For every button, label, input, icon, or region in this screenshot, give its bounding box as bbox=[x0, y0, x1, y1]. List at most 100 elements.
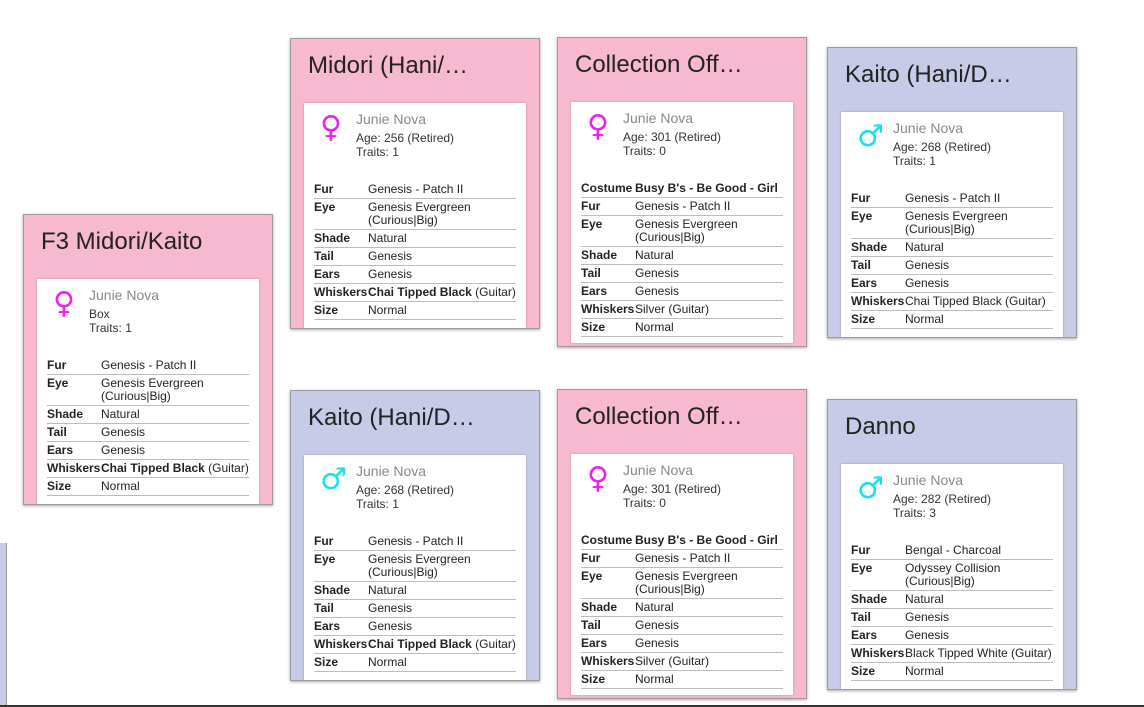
attribute-row: Ears Genesis bbox=[314, 265, 516, 284]
attribute-row: Costume Busy B's - Be Good - Girl bbox=[581, 532, 783, 550]
cat-card[interactable]: Kaito (Hani/D… ♂ Junie Nova Age: 268 (Retir… bbox=[827, 47, 1077, 338]
attribute-row: Eye Genesis Evergreen (Curious|Big) bbox=[314, 550, 516, 582]
card-title[interactable]: Collection Off… bbox=[575, 51, 743, 78]
cat-details-panel: ♂ Junie Nova Age: 282 (Retired) Traits: 3 Fu… bbox=[841, 464, 1063, 689]
attribute-key: Shade bbox=[581, 598, 635, 617]
female-icon: ♀ bbox=[320, 110, 342, 145]
owner-name[interactable]: Junie Nova bbox=[893, 472, 964, 488]
attribute-value: Genesis bbox=[905, 626, 1053, 645]
attribute-key: Costume bbox=[581, 180, 635, 198]
cat-card[interactable]: Midori (Hani/… ♀ Junie Nova Age: 256 (Retir… bbox=[290, 38, 540, 329]
female-icon: ♀ bbox=[587, 109, 609, 144]
attribute-row: Whiskers Chai Tipped Black (Guitar) bbox=[314, 283, 516, 302]
owner-name[interactable]: Junie Nova bbox=[356, 111, 427, 127]
cat-card[interactable]: Collection Off… ♀ Junie Nova Age: 301 (Reti… bbox=[557, 389, 807, 699]
attribute-key: Fur bbox=[314, 533, 368, 551]
attribute-value: Genesis bbox=[635, 616, 783, 635]
attribute-value: Genesis bbox=[101, 423, 249, 442]
cat-card[interactable]: Collection Off… ♀ Junie Nova Age: 301 (Reti… bbox=[557, 37, 807, 347]
attribute-row: Tail Genesis bbox=[47, 423, 249, 442]
traits-count: Traits: 1 bbox=[356, 145, 399, 159]
cat-details-panel: ♀ Junie Nova Box Traits: 1 Fur Genesis - Patc… bbox=[37, 279, 259, 504]
traits-count: Traits: 1 bbox=[89, 321, 132, 335]
attribute-key: Eye bbox=[581, 567, 635, 599]
attribute-key: Fur bbox=[581, 549, 635, 568]
attribute-key: Ears bbox=[851, 626, 905, 645]
attribute-key: Eye bbox=[851, 207, 905, 239]
attribute-key: Ears bbox=[581, 634, 635, 653]
attribute-key: Whiskers bbox=[47, 459, 101, 478]
attribute-value: Chai Tipped Black (Guitar) bbox=[368, 283, 516, 302]
card-title[interactable]: Danno bbox=[845, 413, 916, 440]
attribute-key: Shade bbox=[47, 405, 101, 424]
attribute-row: Eye Genesis Evergreen (Curious|Big) bbox=[851, 207, 1053, 239]
attribute-key: Eye bbox=[47, 374, 101, 406]
attribute-value: Natural bbox=[368, 229, 516, 248]
owner-name[interactable]: Junie Nova bbox=[356, 463, 427, 479]
attribute-row: Tail Genesis bbox=[581, 616, 783, 635]
male-icon: ♂ bbox=[320, 462, 347, 497]
attribute-row: Fur Genesis - Patch II bbox=[581, 197, 783, 216]
attribute-value: Genesis Evergreen (Curious|Big) bbox=[635, 567, 783, 599]
attribute-value: Genesis - Patch II bbox=[905, 190, 1053, 208]
attribute-key: Tail bbox=[581, 616, 635, 635]
attribute-row: Eye Odyssey Collision (Curious|Big) bbox=[851, 559, 1053, 591]
attribute-key: Whiskers bbox=[851, 292, 905, 311]
male-icon: ♂ bbox=[857, 119, 884, 154]
attribute-row: Ears Genesis bbox=[851, 626, 1053, 645]
attribute-value-bold: Busy B's - Be Good - Girl bbox=[635, 533, 778, 547]
attribute-table: Fur Genesis - Patch II Eye Genesis Evergree… bbox=[851, 190, 1053, 329]
attribute-key: Fur bbox=[851, 542, 905, 560]
card-title[interactable]: Midori (Hani/… bbox=[308, 52, 469, 79]
attribute-key: Whiskers bbox=[851, 644, 905, 663]
owner-name[interactable]: Junie Nova bbox=[893, 120, 964, 136]
attribute-value: Genesis Evergreen (Curious|Big) bbox=[635, 215, 783, 247]
attribute-value: Busy B's - Be Good - Girl bbox=[635, 532, 783, 550]
attribute-key: Whiskers bbox=[314, 635, 368, 654]
attribute-value: Natural bbox=[368, 581, 516, 600]
attribute-value-bold: Busy B's - Be Good - Girl bbox=[635, 181, 778, 195]
attribute-row: Ears Genesis bbox=[314, 617, 516, 636]
attribute-row: Shade Natural bbox=[581, 246, 783, 265]
owner-name[interactable]: Junie Nova bbox=[623, 462, 694, 478]
attribute-row: Eye Genesis Evergreen (Curious|Big) bbox=[47, 374, 249, 406]
attribute-row: Shade Natural bbox=[47, 405, 249, 424]
attribute-key: Shade bbox=[581, 246, 635, 265]
card-title[interactable]: Collection Off… bbox=[575, 403, 743, 430]
card-title[interactable]: F3 Midori/Kaito bbox=[41, 228, 203, 255]
card-title[interactable]: Kaito (Hani/D… bbox=[845, 61, 1012, 88]
cat-card[interactable]: Danno ♂ Junie Nova Age: 282 (Retired) Traits… bbox=[827, 399, 1077, 690]
attribute-row: Whiskers Silver (Guitar) bbox=[581, 300, 783, 319]
attribute-key: Size bbox=[851, 662, 905, 681]
attribute-value: Chai Tipped Black (Guitar) bbox=[368, 635, 516, 654]
female-icon: ♀ bbox=[53, 286, 75, 321]
attribute-key: Whiskers bbox=[581, 300, 635, 319]
attribute-row: Tail Genesis bbox=[314, 247, 516, 266]
attribute-row: Fur Bengal - Charcoal bbox=[851, 542, 1053, 560]
cat-details-panel: ♂ Junie Nova Age: 268 (Retired) Traits: 1 Fu… bbox=[304, 455, 526, 680]
attribute-value: Bengal - Charcoal bbox=[905, 542, 1053, 560]
owner-name[interactable]: Junie Nova bbox=[89, 287, 160, 303]
attribute-key: Shade bbox=[851, 590, 905, 609]
attribute-value: Genesis bbox=[905, 274, 1053, 293]
attribute-value: Normal bbox=[635, 318, 783, 337]
attribute-row: Eye Genesis Evergreen (Curious|Big) bbox=[314, 198, 516, 230]
card-title[interactable]: Kaito (Hani/D… bbox=[308, 404, 475, 431]
attribute-value: Normal bbox=[905, 662, 1053, 681]
attribute-row: Tail Genesis bbox=[314, 599, 516, 618]
attribute-row: Size Normal bbox=[581, 318, 783, 337]
attribute-value: Genesis bbox=[368, 599, 516, 618]
owner-name[interactable]: Junie Nova bbox=[623, 110, 694, 126]
cat-details-panel: ♀ Junie Nova Age: 256 (Retired) Traits: 1 Fu… bbox=[304, 103, 526, 328]
attribute-key: Eye bbox=[851, 559, 905, 591]
attribute-value: Genesis - Patch II bbox=[101, 357, 249, 375]
traits-count: Traits: 1 bbox=[356, 497, 399, 511]
attribute-value: Genesis - Patch II bbox=[368, 533, 516, 551]
attribute-table: Costume Busy B's - Be Good - Girl Fur Genes… bbox=[581, 532, 783, 689]
attribute-row: Size Normal bbox=[47, 477, 249, 496]
cat-card[interactable]: F3 Midori/Kaito ♀ Junie Nova Box Traits: 1 Fu… bbox=[23, 214, 273, 505]
attribute-key: Ears bbox=[851, 274, 905, 293]
cat-card[interactable]: Kaito (Hani/D… ♂ Junie Nova Age: 268 (Retir… bbox=[290, 390, 540, 681]
age-text: Age: 301 (Retired) bbox=[623, 130, 722, 144]
cat-header: ♂ Junie Nova Age: 268 (Retired) Traits: 1 bbox=[314, 461, 516, 533]
